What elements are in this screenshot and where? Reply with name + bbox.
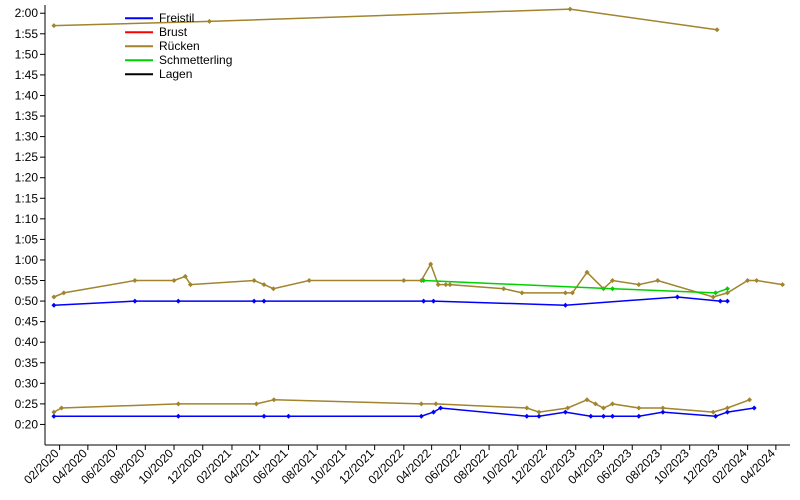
series-marker-rücken <box>601 406 606 411</box>
series-marker-rücken <box>747 397 752 402</box>
series-marker-rücken <box>563 290 568 295</box>
y-tick-label: 1:15 <box>15 191 39 205</box>
series-marker-rücken <box>207 19 212 24</box>
legend-label: Freistil <box>159 11 194 25</box>
series-marker-freistil <box>563 303 568 308</box>
series-marker-rücken <box>780 282 785 287</box>
y-tick-label: 0:35 <box>15 356 39 370</box>
series-marker-schmetterling <box>713 290 718 295</box>
series-marker-rücken <box>711 410 716 415</box>
series-line-freistil <box>54 408 754 416</box>
series-marker-freistil <box>262 299 267 304</box>
series-marker-rücken <box>172 278 177 283</box>
series-marker-schmetterling <box>725 286 730 291</box>
series-marker-rücken <box>610 401 615 406</box>
y-tick-label: 1:50 <box>15 47 39 61</box>
y-tick-label: 1:00 <box>15 253 39 267</box>
series-marker-rücken <box>401 278 406 283</box>
y-tick-label: 1:20 <box>15 171 39 185</box>
series-marker-rücken <box>715 27 720 32</box>
y-tick-label: 1:35 <box>15 109 39 123</box>
series-marker-rücken <box>725 406 730 411</box>
y-tick-label: 0:25 <box>15 397 39 411</box>
series-marker-rücken <box>585 397 590 402</box>
series-marker-rücken <box>262 282 267 287</box>
legend-label: Schmetterling <box>159 53 232 67</box>
series-marker-rücken <box>524 406 529 411</box>
series-marker-rücken <box>537 410 542 415</box>
series-marker-rücken <box>51 23 56 28</box>
y-tick-label: 0:20 <box>15 417 39 431</box>
series-line-rücken <box>54 264 783 297</box>
series-marker-rücken <box>593 401 598 406</box>
series-marker-freistil <box>601 414 606 419</box>
series-marker-rücken <box>254 401 259 406</box>
y-tick-label: 0:30 <box>15 376 39 390</box>
series-marker-freistil <box>524 414 529 419</box>
series-marker-rücken <box>711 295 716 300</box>
y-tick-label: 1:55 <box>15 27 39 41</box>
y-tick-label: 2:00 <box>15 6 39 20</box>
legend-label: Lagen <box>159 67 192 81</box>
series-marker-freistil <box>610 414 615 419</box>
series-marker-freistil <box>252 299 257 304</box>
series-marker-rücken <box>754 278 759 283</box>
series-marker-rücken <box>501 286 506 291</box>
series-marker-rücken <box>436 282 441 287</box>
legend-label: Rücken <box>159 39 200 53</box>
series-line-rücken <box>54 400 750 412</box>
series-marker-freistil <box>636 414 641 419</box>
series-marker-freistil <box>718 299 723 304</box>
series-marker-rücken <box>636 282 641 287</box>
series-marker-rücken <box>448 282 453 287</box>
y-tick-label: 1:40 <box>15 88 39 102</box>
series-marker-rücken <box>61 290 66 295</box>
y-tick-label: 0:55 <box>15 274 39 288</box>
series-marker-freistil <box>176 414 181 419</box>
series-marker-freistil <box>262 414 267 419</box>
series-marker-schmetterling <box>610 286 615 291</box>
series-marker-freistil <box>132 299 137 304</box>
series-marker-rücken <box>419 401 424 406</box>
series-marker-freistil <box>431 299 436 304</box>
series-marker-rücken <box>176 401 181 406</box>
series-marker-rücken <box>568 7 573 12</box>
y-tick-label: 1:25 <box>15 150 39 164</box>
series-marker-freistil <box>421 299 426 304</box>
series-marker-rücken <box>132 278 137 283</box>
series-marker-rücken <box>271 286 276 291</box>
series-marker-rücken <box>636 406 641 411</box>
series-marker-freistil <box>588 414 593 419</box>
swim-times-chart: 0:20 0:25 0:30 0:35 0:40 0:45 0:50 0:55 1:00 1:05… <box>0 0 800 500</box>
series-marker-rücken <box>660 406 665 411</box>
series-line-rücken <box>54 9 717 30</box>
series-marker-freistil <box>713 414 718 419</box>
y-tick-label: 1:45 <box>15 68 39 82</box>
series-marker-rücken <box>655 278 660 283</box>
y-tick-label: 0:50 <box>15 294 39 308</box>
y-tick-label: 1:05 <box>15 232 39 246</box>
series-marker-freistil <box>675 295 680 300</box>
y-tick-label: 1:30 <box>15 130 39 144</box>
y-tick-label: 1:10 <box>15 212 39 226</box>
legend-label: Brust <box>159 25 188 39</box>
y-tick-label: 0:40 <box>15 335 39 349</box>
series-marker-rücken <box>565 406 570 411</box>
series-marker-rücken <box>307 278 312 283</box>
series-marker-rücken <box>252 278 257 283</box>
series-marker-freistil <box>563 410 568 415</box>
series-line-freistil <box>54 297 728 305</box>
series-marker-rücken <box>271 397 276 402</box>
series-marker-freistil <box>419 414 424 419</box>
series-marker-freistil <box>51 303 56 308</box>
series-marker-rücken <box>433 401 438 406</box>
series-marker-freistil <box>725 299 730 304</box>
y-tick-label: 0:45 <box>15 315 39 329</box>
series-marker-freistil <box>176 299 181 304</box>
series-marker-rücken <box>51 295 56 300</box>
series-marker-freistil <box>286 414 291 419</box>
series-marker-freistil <box>752 406 757 411</box>
series-marker-rücken <box>520 290 525 295</box>
